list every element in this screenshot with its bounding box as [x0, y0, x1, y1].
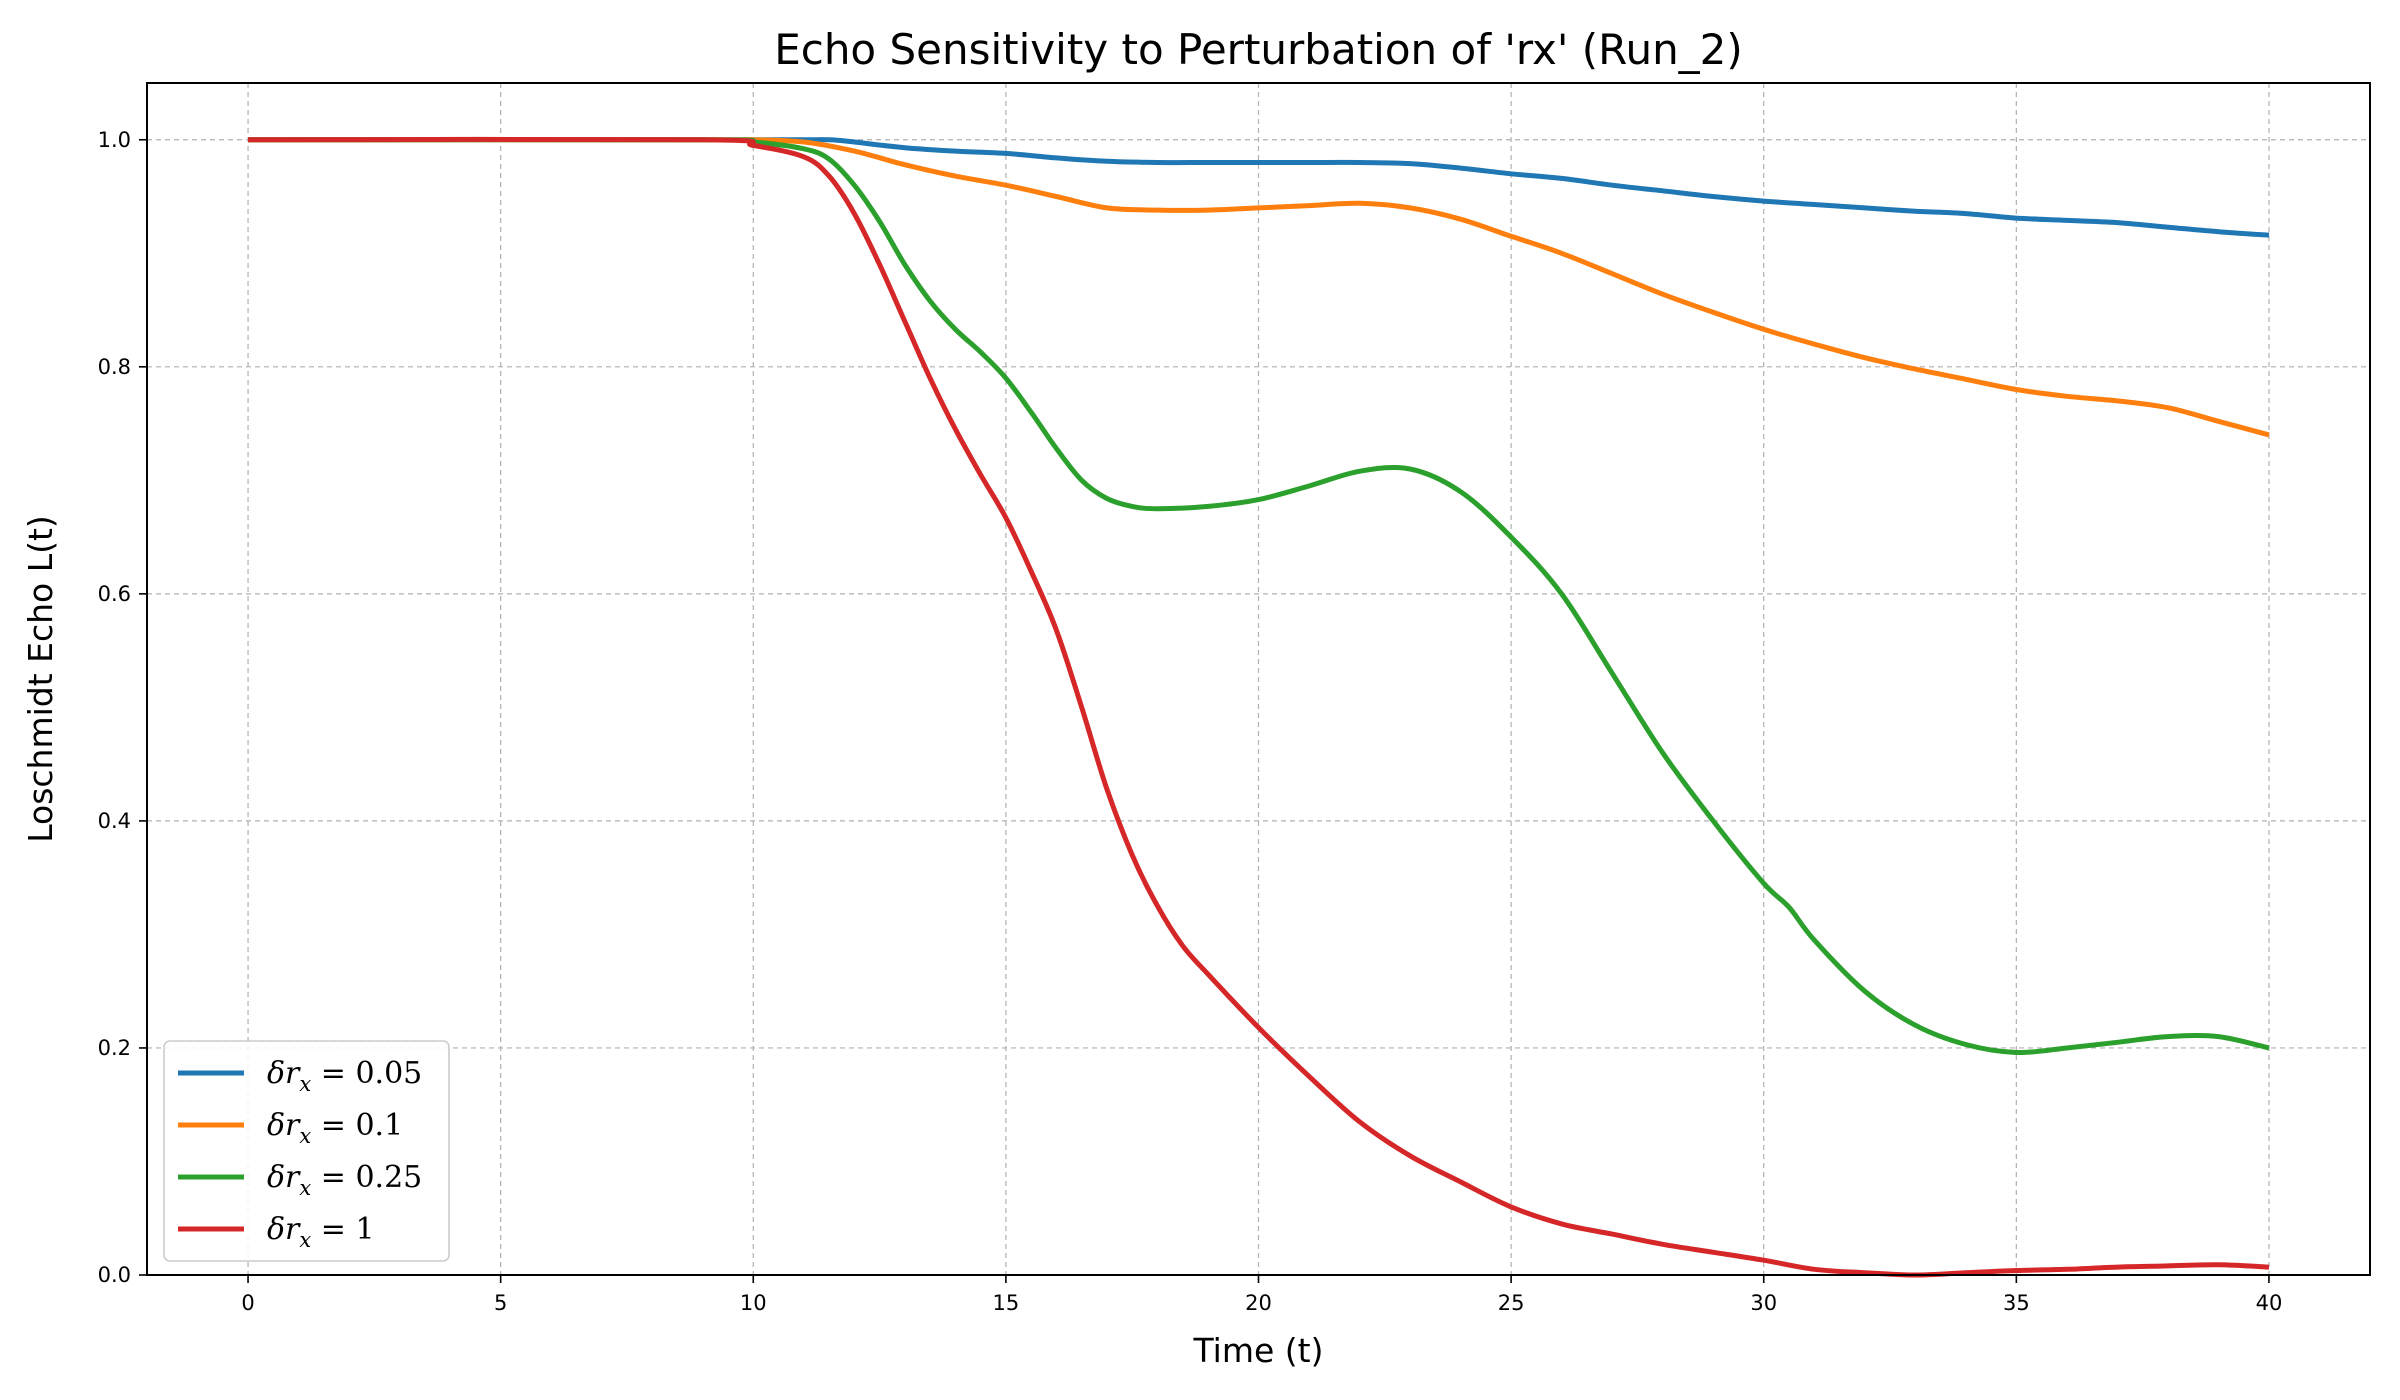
y-tick-label: 0.6: [98, 582, 131, 606]
legend-label-value: = 1: [311, 1212, 374, 1247]
y-tick-label: 1.0: [98, 128, 131, 152]
legend-label-4: δrx = 1: [267, 1212, 375, 1252]
legend-box: [163, 1040, 450, 1262]
x-tick-label: 35: [2003, 1291, 2030, 1315]
legend-label-value: = 0.1: [311, 1108, 403, 1143]
legend-label-subscript: x: [299, 1072, 311, 1096]
y-axis-label: Loschmidt Echo L(t): [21, 515, 60, 843]
chart-title: Echo Sensitivity to Perturbation of 'rx'…: [774, 25, 1743, 74]
x-axis-label: Time (t): [1193, 1331, 1324, 1370]
legend-label-subscript: x: [299, 1124, 311, 1148]
y-tick-label: 0.0: [98, 1263, 131, 1287]
legend-label-prefix: δr: [267, 1108, 301, 1143]
legend-label-subscript: x: [299, 1228, 311, 1252]
legend-label-3: δrx = 0.25: [267, 1160, 422, 1200]
x-tick-label: 25: [1498, 1291, 1525, 1315]
y-tick-label: 0.2: [98, 1036, 131, 1060]
legend-label-subscript: x: [299, 1176, 311, 1200]
x-tick-label: 5: [494, 1291, 507, 1315]
series-line-3: [247, 137, 2270, 1056]
x-tick-label: 40: [2256, 1291, 2283, 1315]
legend-label-value: = 0.25: [311, 1160, 422, 1195]
y-tick-label: 0.4: [98, 809, 131, 833]
ticks: 0 5 10 15 20 25 30 35 40 0.0 0.2 0.4 0.6 0.8 1.0: [98, 128, 2283, 1315]
legend-label-prefix: δr: [267, 1160, 301, 1195]
x-tick-label: 20: [1245, 1291, 1272, 1315]
series-line-2: [248, 137, 2270, 438]
y-tick-label: 0.8: [98, 355, 131, 379]
legend-label-prefix: δr: [267, 1212, 301, 1247]
x-tick-label: 0: [241, 1291, 254, 1315]
legend-label-2: δrx = 0.1: [267, 1108, 403, 1148]
x-tick-label: 10: [740, 1291, 767, 1315]
x-tick-label: 15: [993, 1291, 1020, 1315]
series-line-1: [248, 137, 2270, 238]
x-tick-label: 30: [1750, 1291, 1777, 1315]
legend-label-prefix: δr: [267, 1056, 301, 1091]
legend-label-value: = 0.05: [311, 1056, 422, 1091]
legend-label-1: δrx = 0.05: [267, 1056, 422, 1096]
